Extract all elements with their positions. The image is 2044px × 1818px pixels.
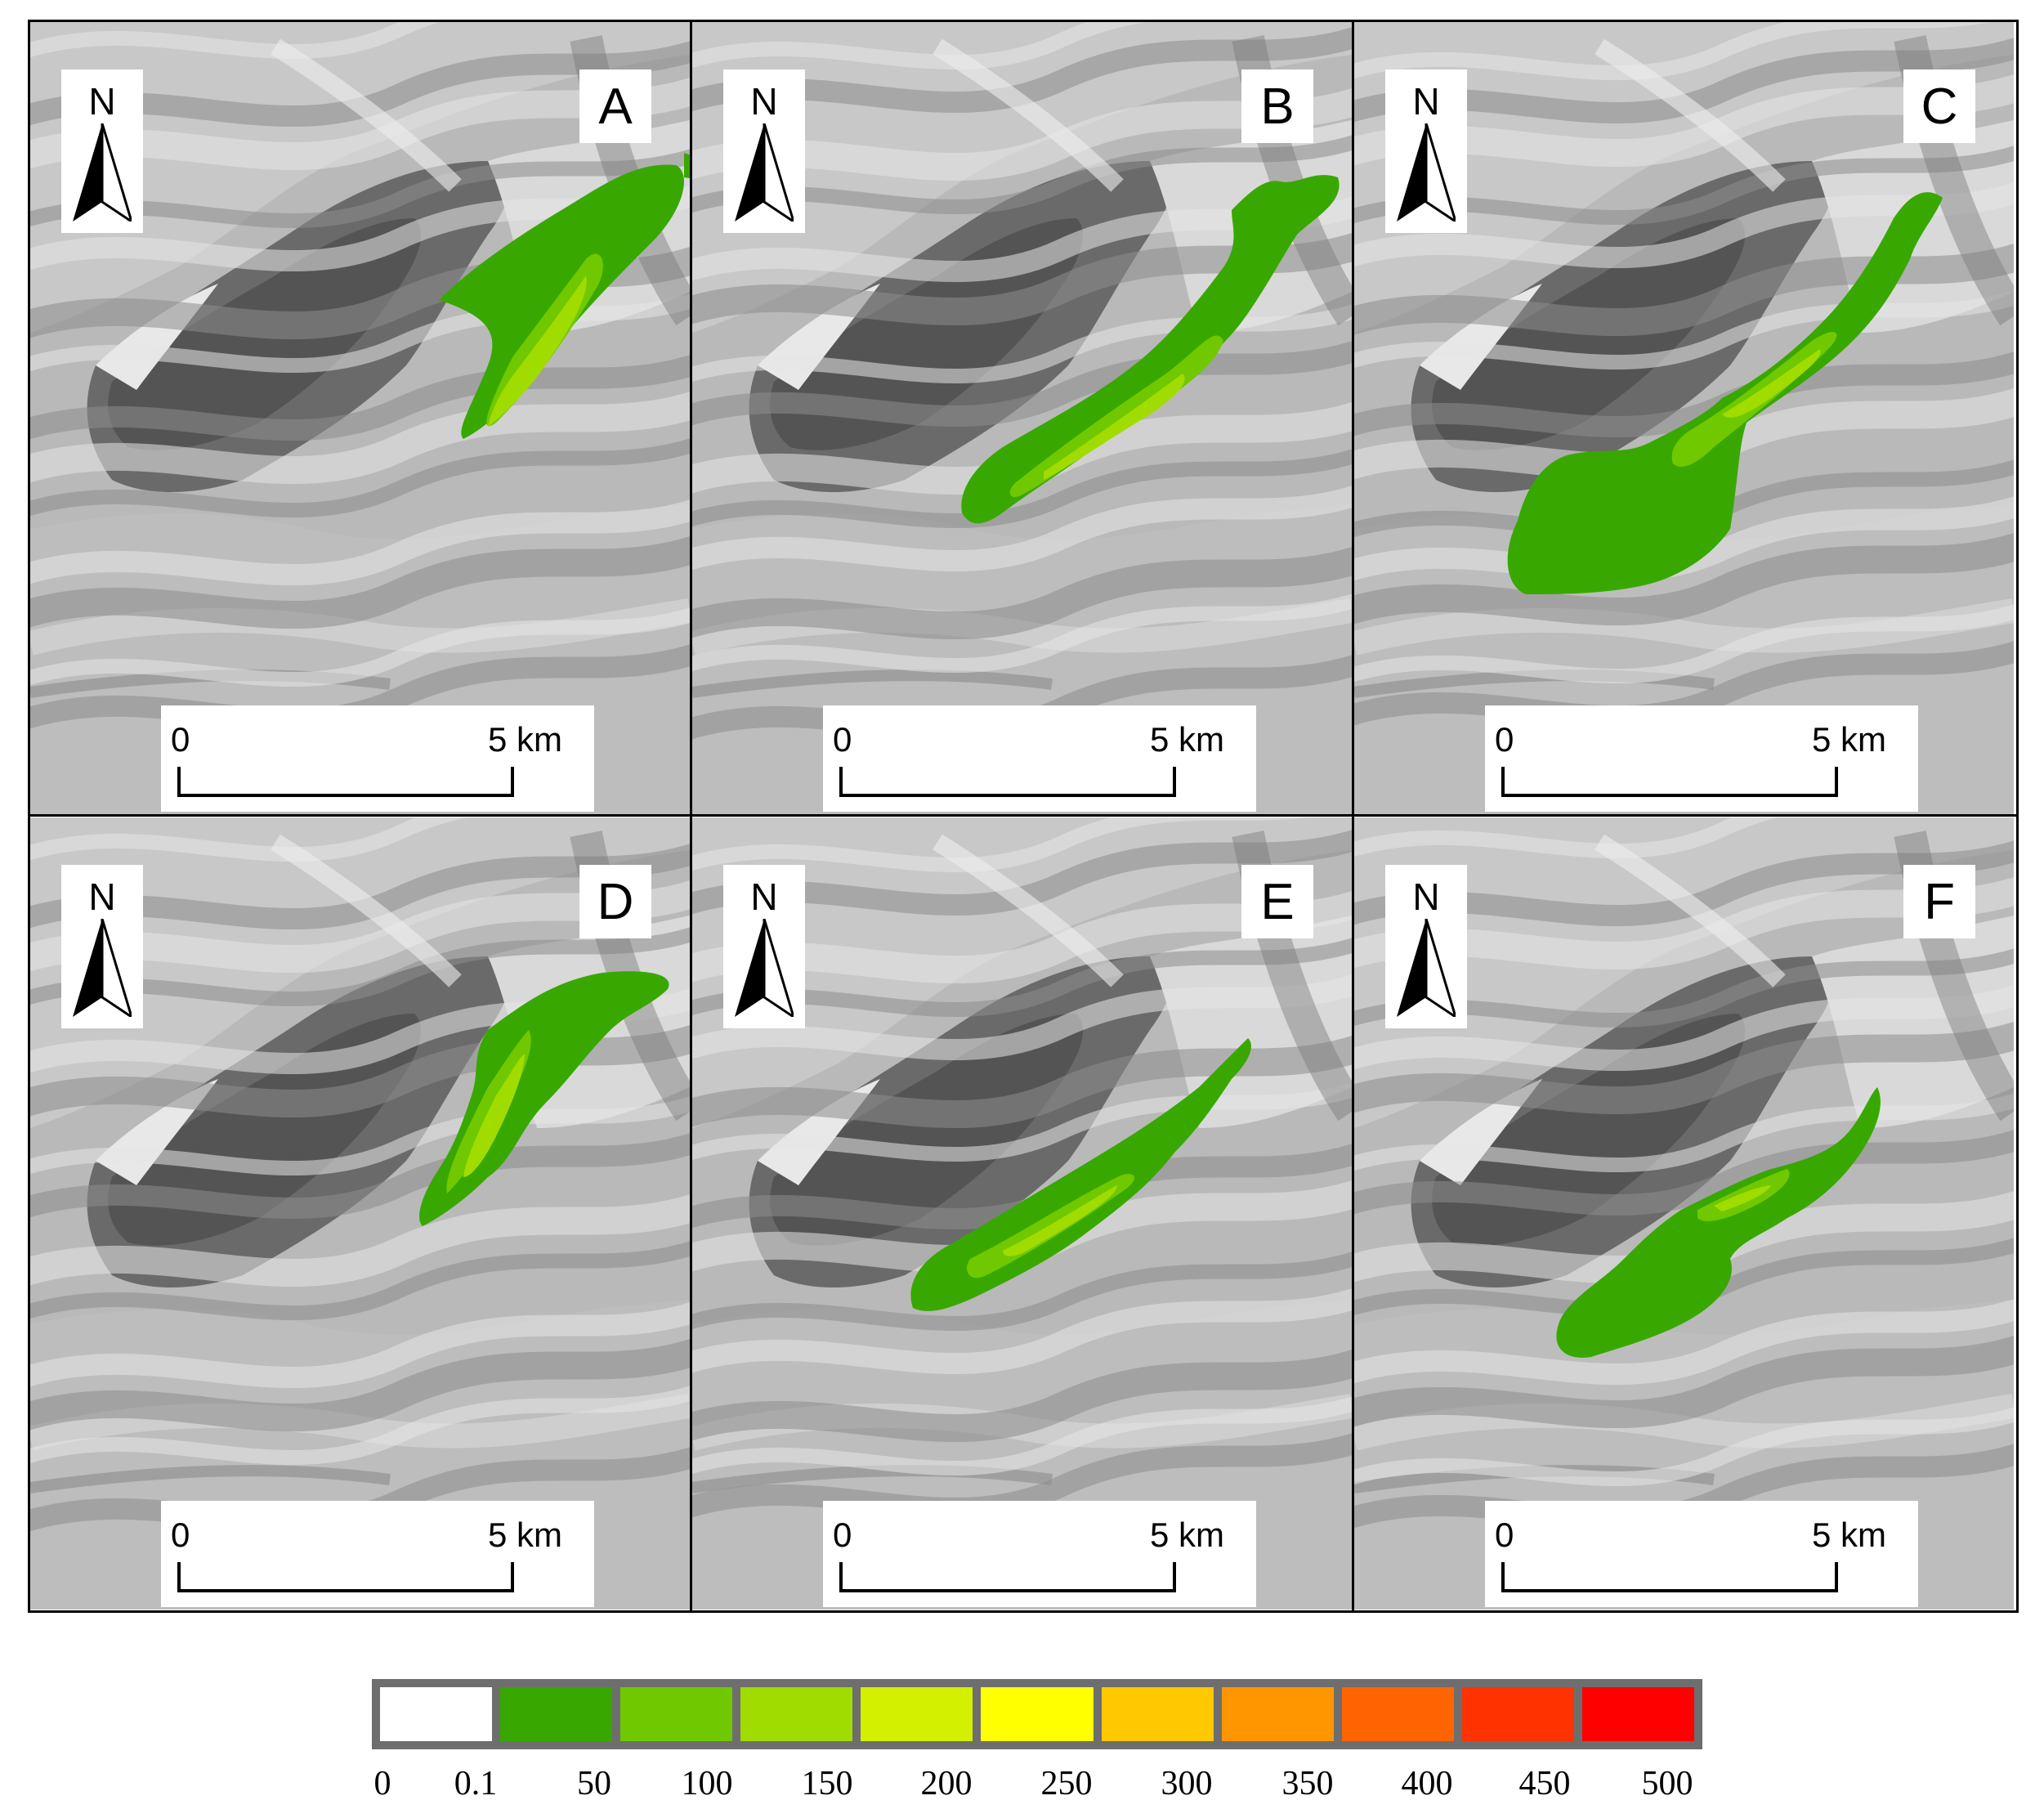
- legend-swatch: [861, 1687, 973, 1741]
- legend-tick-label: 200: [920, 1765, 973, 1802]
- legend-swatch: [981, 1687, 1094, 1741]
- flow-deposit: [1556, 1087, 1881, 1358]
- north-label: N: [88, 80, 116, 123]
- scale-bar: 0 5 km: [161, 1501, 594, 1607]
- scale-bar: 0 5 km: [823, 1501, 1256, 1607]
- legend-tick-label: 500: [1641, 1765, 1693, 1802]
- map-grid: [28, 20, 2019, 1613]
- north-arrow: N: [61, 69, 143, 233]
- legend-swatch: [1461, 1687, 1574, 1741]
- north-arrow: N: [723, 865, 805, 1028]
- hillshade-terrain: [30, 817, 690, 1610]
- north-arrow-icon: [73, 919, 132, 1017]
- flow-deposit: [961, 175, 1340, 524]
- color-legend-labels: 0 0.1 50 100 150 200 250 300 350 400 450 500: [0, 1764, 2044, 1813]
- scale-end-label: 5 km: [1150, 1516, 1225, 1554]
- north-label: N: [1412, 875, 1440, 918]
- scale-start-label: 0: [171, 1516, 190, 1554]
- north-label: N: [88, 875, 116, 918]
- legend-tick-label: 0.1: [454, 1765, 498, 1802]
- legend-swatch: [500, 1687, 613, 1741]
- scale-bar: 0 5 km: [161, 705, 594, 812]
- legend-tick-label: 450: [1518, 1765, 1571, 1802]
- scale-bar: 0 5 km: [1485, 1501, 1918, 1607]
- legend-swatch: [380, 1687, 493, 1741]
- scale-bar-line: [1501, 767, 1838, 797]
- scale-end-label: 5 km: [488, 1516, 563, 1554]
- north-arrow: N: [1385, 69, 1467, 233]
- map-panel-b: N B 0 5 km: [692, 22, 1352, 814]
- north-arrow: N: [61, 865, 143, 1028]
- scale-bar-line: [177, 767, 514, 797]
- legend-tick-label: 400: [1401, 1765, 1453, 1802]
- legend-tick-label: 50: [577, 1765, 611, 1802]
- legend-tick-label: 150: [801, 1765, 853, 1802]
- panel-label: D: [579, 865, 651, 938]
- legend-swatch: [620, 1687, 733, 1741]
- legend-tick-label: 100: [681, 1765, 733, 1802]
- legend-swatch: [1581, 1687, 1695, 1741]
- north-arrow: N: [723, 69, 805, 233]
- color-legend-bar: [372, 1679, 1702, 1749]
- panel-label: E: [1241, 865, 1313, 938]
- legend-tick-label: 350: [1281, 1765, 1334, 1802]
- north-label: N: [750, 875, 778, 918]
- scale-start-label: 0: [833, 1516, 852, 1554]
- scale-bar-line: [177, 1562, 514, 1592]
- north-arrow-icon: [735, 919, 794, 1017]
- scale-end-label: 5 km: [1150, 720, 1225, 759]
- scale-start-label: 0: [1495, 720, 1514, 759]
- map-panel-a: N A 0 5 km: [30, 22, 690, 814]
- north-arrow: N: [1385, 865, 1467, 1028]
- flow-deposit: [439, 153, 690, 439]
- legend-swatch: [1221, 1687, 1334, 1741]
- map-panel-e: N E 0 5 km: [692, 817, 1352, 1610]
- map-panel-d: N D 0 5 km: [30, 817, 690, 1610]
- legend-swatch: [1341, 1687, 1454, 1741]
- north-label: N: [1412, 80, 1440, 123]
- legend-tick-label: 300: [1161, 1765, 1213, 1802]
- scale-bar-line: [839, 767, 1176, 797]
- north-arrow-icon: [1397, 919, 1456, 1017]
- north-label: N: [750, 80, 778, 123]
- flow-deposit: [910, 1038, 1251, 1311]
- scale-bar-line: [1501, 1562, 1838, 1592]
- legend-swatch: [740, 1687, 853, 1741]
- scale-bar-line: [839, 1562, 1176, 1592]
- legend-tick-label: 250: [1040, 1765, 1093, 1802]
- scale-end-label: 5 km: [1812, 1516, 1887, 1554]
- scale-start-label: 0: [171, 720, 190, 759]
- map-panel-f: N F 0 5 km: [1354, 817, 2014, 1610]
- flow-deposit: [419, 971, 669, 1226]
- legend-swatch: [1101, 1687, 1214, 1741]
- scale-bar: 0 5 km: [823, 705, 1256, 812]
- panel-label: B: [1241, 69, 1313, 143]
- hillshade-terrain: [692, 22, 1352, 814]
- scale-start-label: 0: [1495, 1516, 1514, 1554]
- scale-bar: 0 5 km: [1485, 705, 1918, 812]
- panel-label: C: [1903, 69, 1975, 143]
- north-arrow-icon: [73, 123, 132, 222]
- flow-deposit: [1507, 192, 1943, 595]
- north-arrow-icon: [735, 123, 794, 222]
- legend-tick-label: 0: [373, 1765, 391, 1802]
- panel-label: F: [1903, 865, 1975, 938]
- scale-end-label: 5 km: [488, 720, 563, 759]
- panel-divider: [30, 814, 2016, 817]
- north-arrow-icon: [1397, 123, 1456, 222]
- scale-end-label: 5 km: [1812, 720, 1887, 759]
- panel-label: A: [579, 69, 651, 143]
- map-panel-c: N C 0 5 km: [1354, 22, 2014, 814]
- scale-start-label: 0: [833, 720, 852, 759]
